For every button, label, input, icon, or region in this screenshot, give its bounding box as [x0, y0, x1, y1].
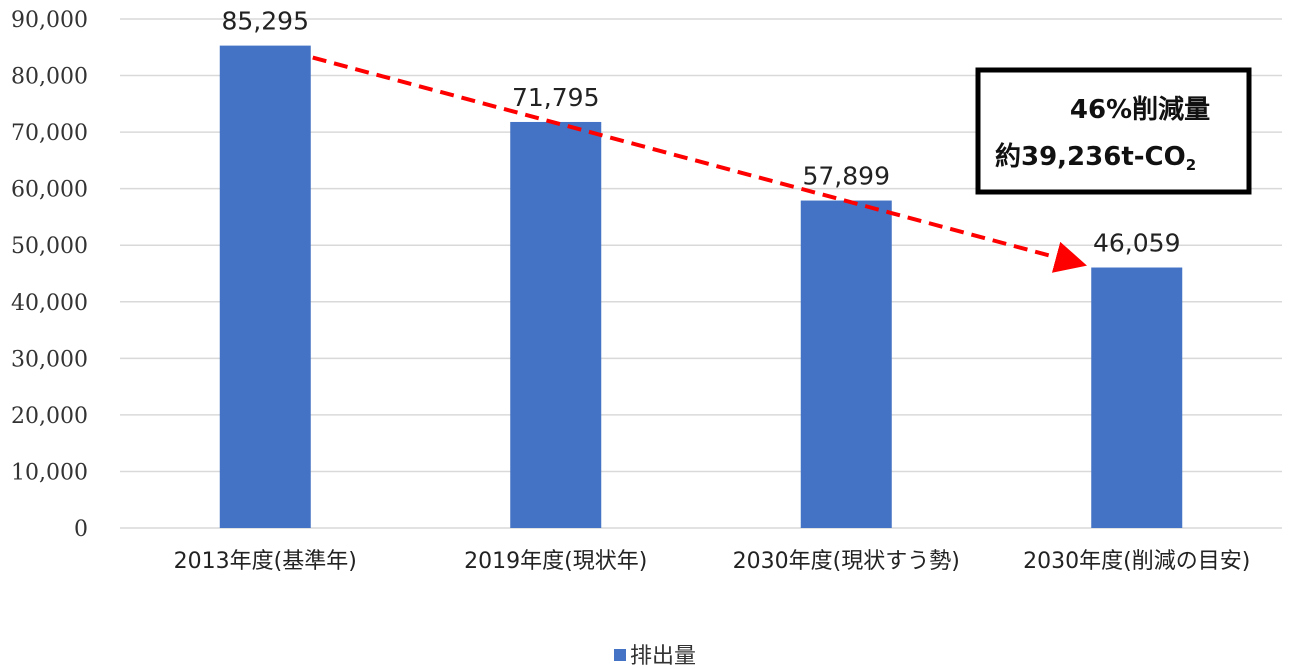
legend: 排出量 [614, 644, 696, 669]
bar [510, 121, 602, 529]
data-label: 71,795 [512, 83, 599, 112]
bar [1091, 267, 1183, 528]
gridlines [120, 18, 1282, 529]
reduction-note-line1: 46%削減量 [1070, 95, 1210, 125]
data-label: 57,899 [803, 162, 890, 191]
y-tick-label: 90,000 [11, 8, 88, 33]
x-axis-ticks: 2013年度(基準年) 2019年度(現状年) 2030年度(現状すう勢) 2030年… [174, 549, 1251, 574]
x-tick-label: 2013年度(基準年) [174, 549, 357, 574]
y-tick-label: 0 [74, 517, 88, 542]
legend-label: 排出量 [630, 644, 696, 669]
y-tick-label: 50,000 [11, 234, 88, 259]
x-tick-label: 2030年度(削減の目安) [1023, 549, 1250, 574]
x-tick-label: 2019年度(現状年) [464, 549, 647, 574]
data-label: 85,295 [222, 7, 309, 36]
data-label: 46,059 [1093, 229, 1180, 258]
y-tick-label: 80,000 [11, 65, 88, 90]
reduction-note-box: 46%削減量 約39,236t-CO2 [975, 67, 1252, 195]
x-tick-label: 2030年度(現状すう勢) [733, 549, 960, 574]
y-tick-label: 70,000 [11, 121, 88, 146]
y-tick-label: 40,000 [11, 291, 88, 316]
reduction-note-line2: 約39,236t-CO2 [995, 141, 1196, 174]
reduction-arrow [312, 55, 1087, 273]
bars [219, 45, 1183, 529]
bar [219, 45, 311, 529]
data-labels: 85,295 71,795 57,899 46,059 [222, 7, 1181, 258]
legend-swatch [614, 649, 626, 661]
y-axis-ticks: 0 10,000 20,000 30,000 40,000 50,000 60,000 70,… [11, 8, 88, 542]
y-tick-label: 60,000 [11, 178, 88, 203]
y-tick-label: 30,000 [11, 347, 88, 372]
bar [800, 200, 892, 528]
y-tick-label: 10,000 [11, 460, 88, 485]
y-tick-label: 20,000 [11, 404, 88, 429]
